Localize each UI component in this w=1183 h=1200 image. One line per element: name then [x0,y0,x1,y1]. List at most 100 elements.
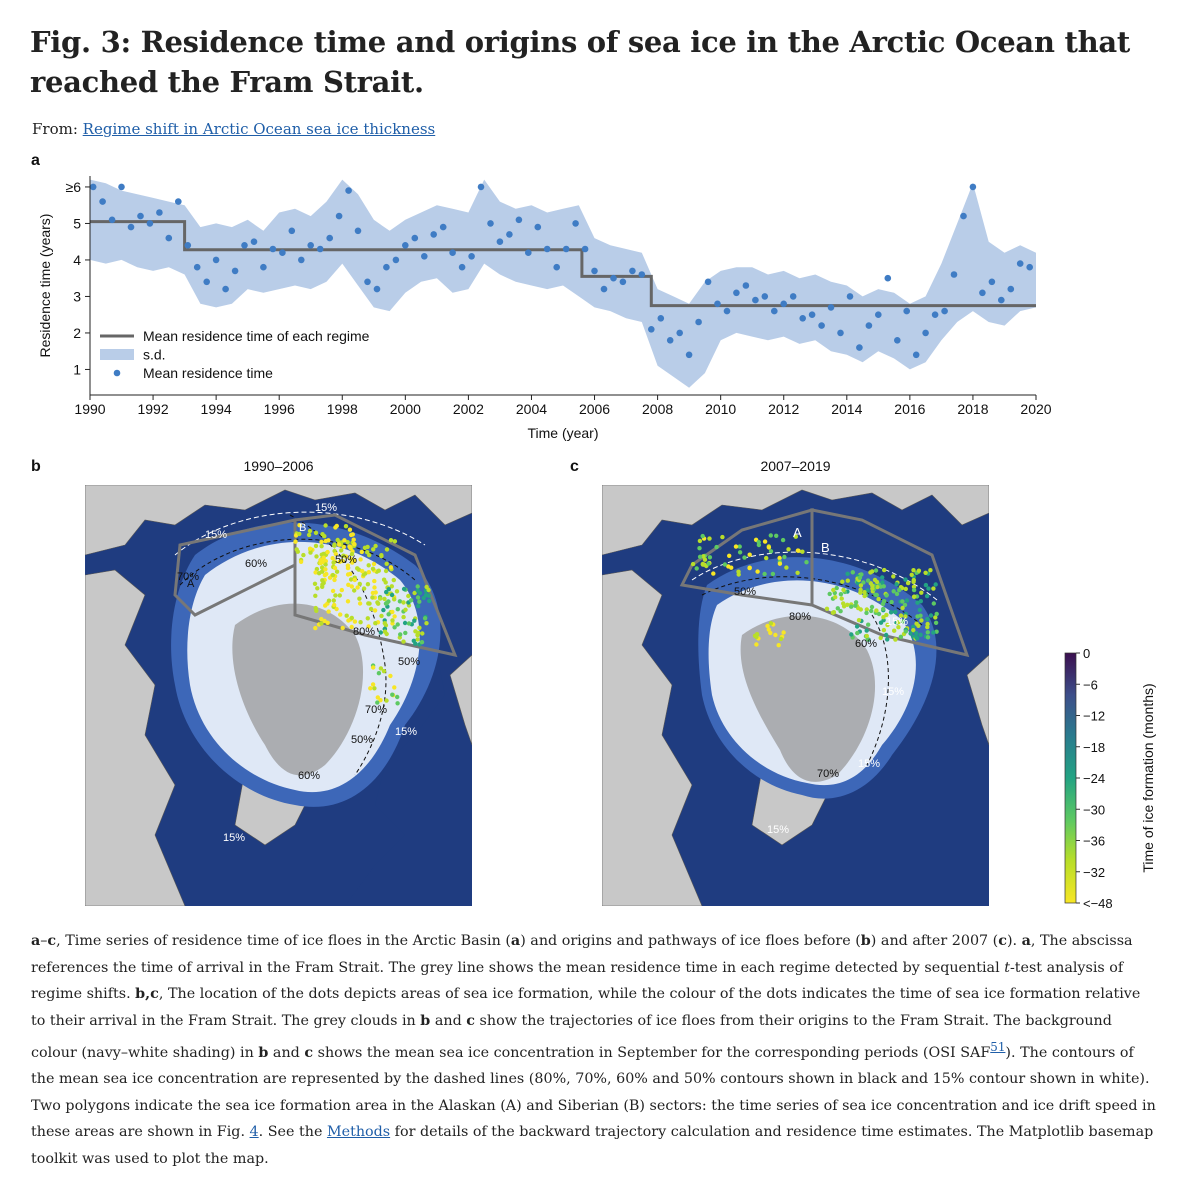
ice-origin-dot [845,578,850,583]
ice-origin-dot [293,539,298,544]
ice-origin-dot [694,566,699,571]
ice-origin-dot [862,593,867,599]
ice-origin-dot [880,575,885,580]
ice-origin-dot [884,612,889,618]
ice-origin-dot [911,577,916,583]
ice-origin-dot [912,594,917,599]
ice-origin-dot [840,579,845,584]
residence-time-point [354,227,362,235]
ice-origin-dot [876,596,881,602]
residence-time-point [364,278,371,286]
residence-time-point [912,351,920,359]
ice-origin-dot [856,618,862,623]
ice-origin-dot [854,624,860,629]
residence-time-point [827,304,835,311]
ice-origin-dot [415,637,420,642]
ice-origin-dot [331,560,336,565]
colorbar-tick-label: −30 [1083,802,1105,817]
residence-time-point [89,183,97,191]
residence-time-point [118,183,125,191]
ice-origin-dot [893,609,898,615]
ice-origin-dot [347,544,352,549]
residence-time-point [383,263,390,271]
sd-band [90,179,1036,388]
residence-time-point [316,245,324,253]
ice-origin-dot [917,607,922,613]
ice-origin-dot [371,665,376,670]
ice-origin-dot [382,596,387,602]
ice-origin-dot [918,632,923,637]
x-tick-label: 1992 [137,401,168,417]
ice-origin-dot [314,566,320,572]
residence-time-point [326,234,334,242]
ice-origin-dot [376,671,382,676]
methods-link[interactable]: Methods [326,1124,391,1141]
ice-origin-dot [770,571,776,577]
ice-origin-dot [366,570,371,575]
ice-origin-dot [853,603,858,608]
ice-origin-dot [357,596,362,601]
ice-origin-dot [372,578,377,584]
ice-origin-dot [754,634,759,640]
ice-origin-dot [313,543,319,549]
ice-origin-dot [866,622,871,627]
map-b-contour-label-9: 50% [351,734,373,746]
map-b: A B 15% 15% 60% 70% 50% 80% 50% 70% 50% … [85,485,472,906]
ice-origin-dot [702,557,708,562]
x-tick-label: 2014 [831,401,862,417]
ice-origin-dot [378,630,383,635]
ice-origin-dot [793,534,798,539]
ice-origin-dot [390,618,395,623]
ice-origin-dot [865,578,871,583]
ice-origin-dot [307,546,313,551]
ice-origin-dot [306,532,312,538]
ice-origin-dot [919,590,924,595]
ice-origin-dot [778,636,784,642]
ice-origin-dot [780,537,786,543]
ice-origin-dot [874,608,879,613]
fig-4-link[interactable]: 4 [249,1124,259,1141]
ice-origin-dot [900,619,906,624]
ice-origin-dot [875,584,880,590]
legend-sd-swatch [100,349,134,360]
y-tick-label: 1 [73,361,81,377]
map-b-land-east [449,654,472,746]
ice-origin-dot [827,591,832,597]
ice-origin-dot [379,613,384,619]
ice-origin-dot [900,605,905,611]
ice-origin-dot [786,547,791,552]
ice-origin-dot [908,631,913,636]
residence-time-point [685,351,693,359]
ice-origin-dot [893,637,898,642]
x-tick-label: 2002 [453,401,484,417]
ice-origin-dot [862,590,867,595]
ice-origin-dot [722,562,728,567]
ref-51-link[interactable]: 51 [990,1040,1006,1054]
ice-origin-dot [357,581,362,587]
legend-label: Mean residence time [143,365,273,381]
source-article-link[interactable]: Regime shift in Arctic Ocean sea ice thi… [82,120,436,138]
ice-origin-dot [419,640,425,645]
ice-origin-dot [339,548,344,553]
residence-time-point [458,263,466,271]
ice-origin-dot [412,618,417,623]
residence-time-point [146,220,154,227]
residence-time-point [298,256,305,264]
y-tick-label: 3 [73,288,81,304]
ice-origin-dot [736,572,741,577]
ice-origin-dot [861,580,866,585]
residence-time-point [411,234,419,242]
map-c-trajectory-cloud [740,615,876,782]
ice-origin-dot [833,595,838,600]
ice-origin-dot [349,532,354,538]
x-tick-label: 1994 [201,401,232,417]
ice-origin-dot [371,561,377,567]
residence-time-point [695,318,702,326]
residence-time-point [998,296,1005,304]
residence-time-point [468,253,475,260]
map-c-sector-b [810,508,970,658]
ice-origin-dot [415,588,420,593]
residence-time-point [714,300,721,308]
ice-origin-dot [388,565,394,570]
ice-origin-dot [358,620,363,625]
